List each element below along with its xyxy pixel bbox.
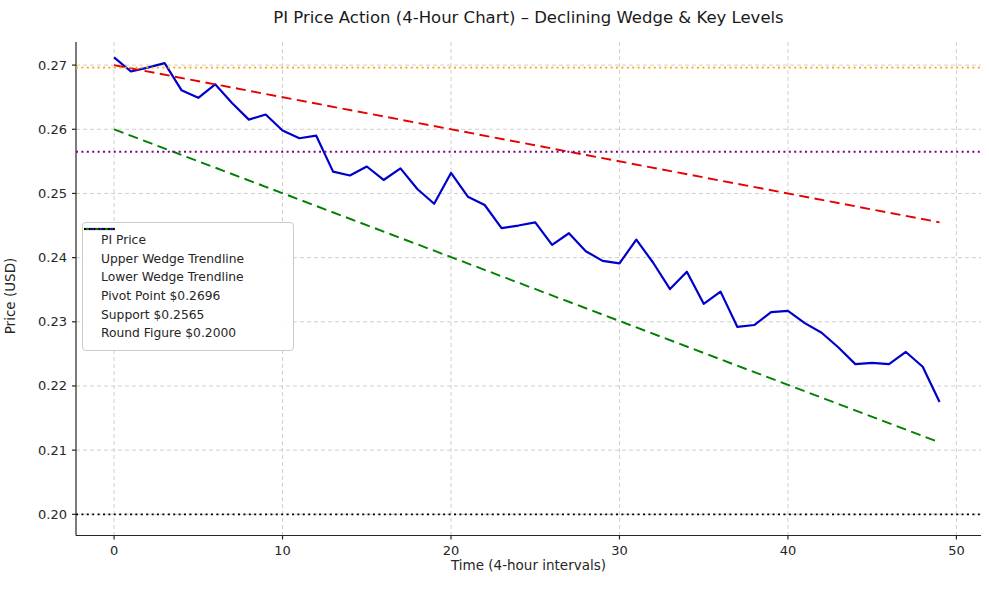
upper-wedge-trendline <box>114 65 939 222</box>
legend-label: Pivot Point $0.2696 <box>101 289 220 303</box>
legend-label: Lower Wedge Trendline <box>101 270 244 284</box>
legend-label: PI Price <box>101 233 146 247</box>
legend: PI Price Upper Wedge Trendline Lower Wedge… <box>82 222 294 351</box>
y-tick-label: 0.21 <box>38 443 67 458</box>
x-axis-label: Time (4-hour intervals) <box>76 557 981 573</box>
y-tick-label: 0.22 <box>38 378 67 393</box>
legend-item: Round Figure $0.2000 <box>92 324 283 343</box>
legend-label: Upper Wedge Trendline <box>101 252 244 266</box>
y-tick-label: 0.27 <box>38 58 67 73</box>
y-tick-label: 0.24 <box>38 250 67 265</box>
x-tick-label: 50 <box>948 543 965 558</box>
x-tick-label: 0 <box>110 543 118 558</box>
legend-label: Support $0.2565 <box>101 308 204 322</box>
y-tick-label: 0.26 <box>38 122 67 137</box>
x-tick-label: 10 <box>274 543 291 558</box>
legend-item: PI Price <box>92 231 283 250</box>
y-tick-label: 0.20 <box>38 507 67 522</box>
legend-label: Round Figure $0.2000 <box>101 326 236 340</box>
figure: PI Price Action (4-Hour Chart) – Declini… <box>0 0 989 590</box>
y-tick-label: 0.23 <box>38 314 67 329</box>
y-axis-label: Price (USD) <box>2 226 18 366</box>
x-tick-label: 20 <box>443 543 460 558</box>
legend-item: Lower Wedge Trendline <box>92 268 283 287</box>
legend-item: Upper Wedge Trendline <box>92 250 283 269</box>
y-tick-label: 0.25 <box>38 186 67 201</box>
x-tick-label: 40 <box>780 543 797 558</box>
legend-line-sample <box>83 223 116 235</box>
x-tick-label: 30 <box>611 543 628 558</box>
legend-item: Pivot Point $0.2696 <box>92 287 283 306</box>
legend-item: Support $0.2565 <box>92 305 283 324</box>
